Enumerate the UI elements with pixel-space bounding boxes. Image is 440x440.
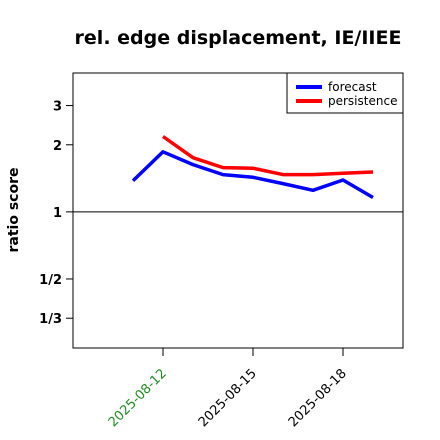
- legend-label-forecast: forecast: [328, 80, 377, 94]
- legend-label-persistence: persistence: [328, 94, 397, 108]
- series-line-persistence: [161, 135, 374, 177]
- y-tick-label: 1/3: [39, 312, 62, 327]
- y-tick-label: 3: [53, 100, 62, 115]
- x-tick-label: 2025-08-12: [106, 366, 170, 430]
- y-tick-label: 1: [53, 206, 62, 221]
- y-axis-label: ratio score: [6, 168, 22, 253]
- series-line-forecast: [131, 150, 374, 200]
- chart-title: rel. edge displacement, IE/IIEE: [75, 27, 402, 49]
- y-tick-label: 1/2: [39, 273, 62, 288]
- legend-box: [286, 72, 404, 114]
- plot-frame: [72, 72, 404, 349]
- y-tick-label: 2: [53, 139, 62, 154]
- x-tick-label: 2025-08-15: [196, 366, 260, 430]
- legend: forecast persistence: [286, 72, 404, 114]
- x-tick-label: 2025-08-18: [286, 366, 350, 430]
